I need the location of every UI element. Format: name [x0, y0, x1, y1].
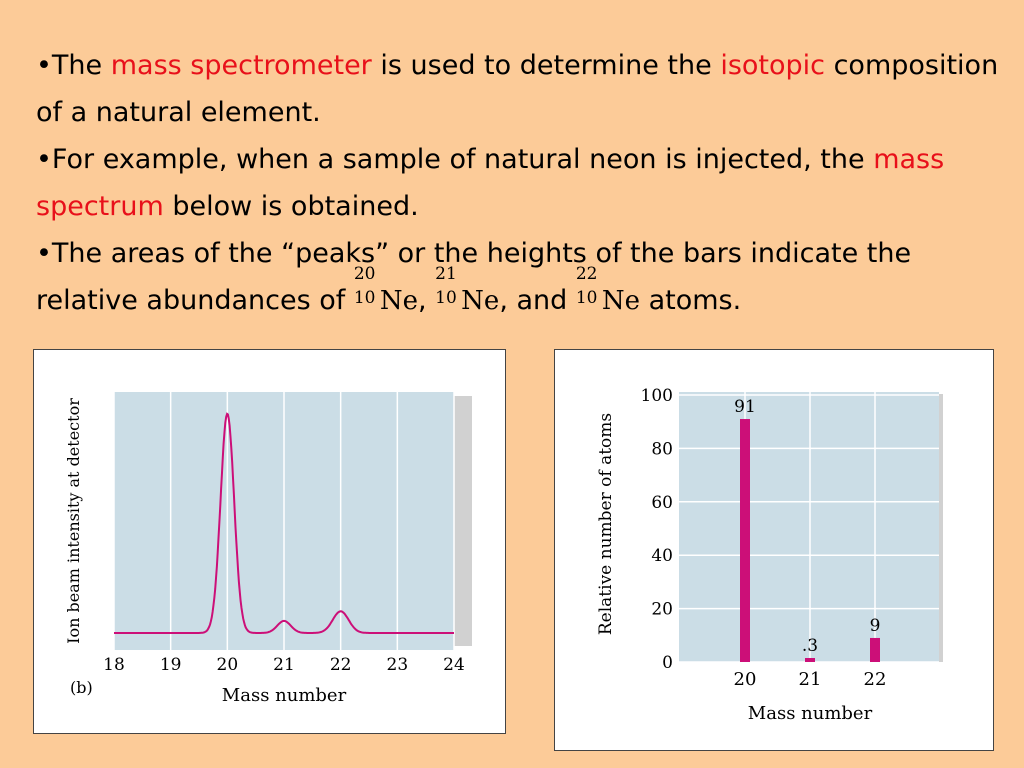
isotope-ne-20: 20 10 Ne [353, 266, 418, 325]
x-axis-label: Mass number [748, 703, 873, 724]
x-axis-label: Mass number [222, 685, 347, 706]
bullet-1-prefix: •The [36, 50, 111, 81]
mass-spectrum-panel: 18 19 20 21 22 23 24 (b) Mass number Ion beam … [33, 349, 506, 734]
x-tick-label: 21 [273, 655, 295, 675]
y-axis-label: Ion beam intensity at detector [64, 398, 83, 644]
isotope-atomic-number: 10 [435, 288, 457, 308]
isotope-ne-21: 21 10 Ne [435, 266, 500, 325]
isotope-ne-22: 22 10 Ne [575, 266, 640, 325]
bar-data-label: 91 [734, 397, 756, 417]
isotope-symbol: Ne [461, 286, 500, 316]
isotope-symbol: Ne [601, 286, 640, 316]
separator: , and [499, 285, 576, 316]
bullet-1-mid: is used to determine the [371, 50, 721, 81]
y-tick-label: 20 [651, 600, 673, 620]
isotope-symbol: Ne [379, 286, 418, 316]
bullet-3-text: •The areas of the “peaks” or the heights… [36, 238, 912, 316]
mass-spectrum-chart: 18 19 20 21 22 23 24 (b) Mass number Ion beam … [64, 392, 472, 706]
y-tick-label: 40 [651, 546, 673, 566]
x-tick-label: 22 [864, 669, 887, 690]
x-tick-label: 22 [330, 655, 352, 675]
plot-area [679, 392, 939, 662]
y-tick-label: 60 [651, 493, 673, 513]
x-tick-label: 18 [103, 655, 125, 675]
bar [740, 419, 750, 662]
isotope-mass-number: 21 [435, 264, 457, 284]
bar-series: 91.39 [734, 397, 880, 662]
x-tick-label: 23 [387, 655, 409, 675]
bullet-text-block: •The mass spectrometer is used to determ… [36, 42, 1016, 325]
bullet-1: •The mass spectrometer is used to determ… [36, 42, 1016, 136]
isotope-mass-number: 20 [353, 264, 376, 284]
term-isotopic: isotopic [720, 50, 825, 81]
bar-data-label: .3 [802, 636, 818, 656]
x-tick-label: 20 [734, 669, 757, 690]
panel-label: (b) [70, 678, 93, 697]
bar [870, 637, 880, 662]
separator: , [417, 285, 427, 316]
y-tick-label: 80 [651, 439, 673, 459]
bar [805, 658, 815, 662]
x-tick-label: 20 [217, 655, 239, 675]
bullet-2-rest: below is obtained. [163, 191, 419, 222]
isotope-atomic-number: 10 [353, 288, 376, 308]
grid-lines [113, 392, 455, 650]
x-tick-label: 21 [799, 669, 822, 690]
relative-abundance-panel: 91.3 9 0 20 40 60 80 100 20 21 22 Mass number Re… [554, 349, 994, 751]
bullet-2: •For example, when a sample of natural n… [36, 136, 1016, 230]
isotope-atomic-number: 10 [575, 288, 598, 308]
x-tick-label: 24 [443, 655, 465, 675]
spectrum-series-line [114, 412, 454, 634]
isotope-mass-number: 22 [575, 264, 598, 284]
y-tick-label: 0 [662, 653, 673, 673]
x-tick-labels: 18 19 20 21 22 23 24 [103, 655, 465, 675]
bar-data-label: 9 [870, 616, 881, 636]
bullet-3: •The areas of the “peaks” or the heights… [36, 230, 1016, 325]
bullet-1-rest: composition of a natural element. [36, 50, 999, 128]
term-mass-spectrum: mass spectrum [36, 144, 945, 222]
y-tick-label: 100 [641, 386, 673, 406]
bullet-2-text: •For example, when a sample of natural n… [36, 144, 874, 175]
x-tick-label: 19 [160, 655, 182, 675]
x-tick-labels: 20 21 22 [734, 669, 887, 690]
bullet-3-tail: atoms. [640, 285, 742, 316]
term-mass-spectrometer: mass spectrometer [110, 50, 372, 81]
y-axis-label: Relative number of atoms [596, 413, 616, 635]
y-tick-labels: 0 20 40 60 80 100 [641, 386, 673, 673]
